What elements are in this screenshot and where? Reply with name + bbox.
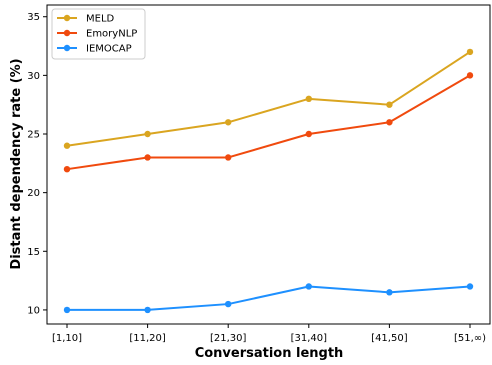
y-tick-label: 15 (27, 247, 40, 258)
data-point-emorynlp (63, 165, 71, 173)
data-point-emorynlp (305, 130, 312, 138)
y-axis-label: Distant dependency rate (%) (9, 58, 24, 269)
data-point-emorynlp (386, 119, 393, 126)
x-tick-label: [1,10] (52, 333, 82, 344)
x-tick-label: [51,∞) (454, 333, 486, 344)
data-point-meld (386, 101, 393, 108)
series-line-meld (66, 51, 471, 147)
data-point-iemocap (63, 306, 71, 314)
data-point-meld (225, 119, 232, 126)
data-point-meld (144, 130, 151, 138)
data-point-iemocap (466, 283, 474, 290)
y-tick-label: 25 (27, 130, 40, 141)
plot-frame (46, 4, 491, 325)
series-layer (63, 48, 474, 314)
data-point-iemocap (305, 283, 312, 290)
legend-label: IEMOCAP (86, 44, 132, 55)
data-point-iemocap (386, 289, 393, 296)
y-tick-label: 20 (27, 188, 40, 199)
data-point-iemocap (144, 306, 151, 314)
data-point-meld (63, 142, 71, 149)
legend-marker (63, 44, 71, 52)
data-point-emorynlp (144, 154, 151, 161)
x-tick-label: [41,50] (371, 333, 408, 344)
legend-marker (63, 14, 71, 22)
legend-label: MELD (86, 14, 115, 25)
data-point-emorynlp (466, 72, 474, 79)
data-point-meld (305, 95, 312, 103)
legend-marker (63, 29, 71, 37)
y-tick-label: 35 (27, 12, 40, 23)
legend-frame (51, 8, 146, 60)
x-axis-label: Conversation length (195, 346, 344, 361)
x-tick-label: [21,30] (210, 333, 247, 344)
y-tick-label: 30 (27, 71, 40, 82)
y-ticks: 10 15 20 25 30 35 (27, 12, 47, 316)
series-line-emorynlp (66, 74, 471, 171)
series-line-iemocap (67, 285, 471, 311)
x-tick-label: [11,20] (129, 333, 166, 344)
data-point-emorynlp (225, 154, 232, 161)
legend-label: EmoryNLP (86, 29, 137, 40)
data-point-meld (466, 48, 474, 56)
legend: MELD EmoryNLP IEMOCAP (51, 8, 146, 60)
x-ticks: [1,10] [11,20] [21,30] [31,40] [41,50] [51,∞) (52, 324, 486, 344)
axes-layer (46, 4, 491, 325)
data-point-iemocap (225, 300, 232, 308)
x-tick-label: [31,40] (291, 333, 328, 344)
y-tick-label: 10 (27, 305, 40, 316)
